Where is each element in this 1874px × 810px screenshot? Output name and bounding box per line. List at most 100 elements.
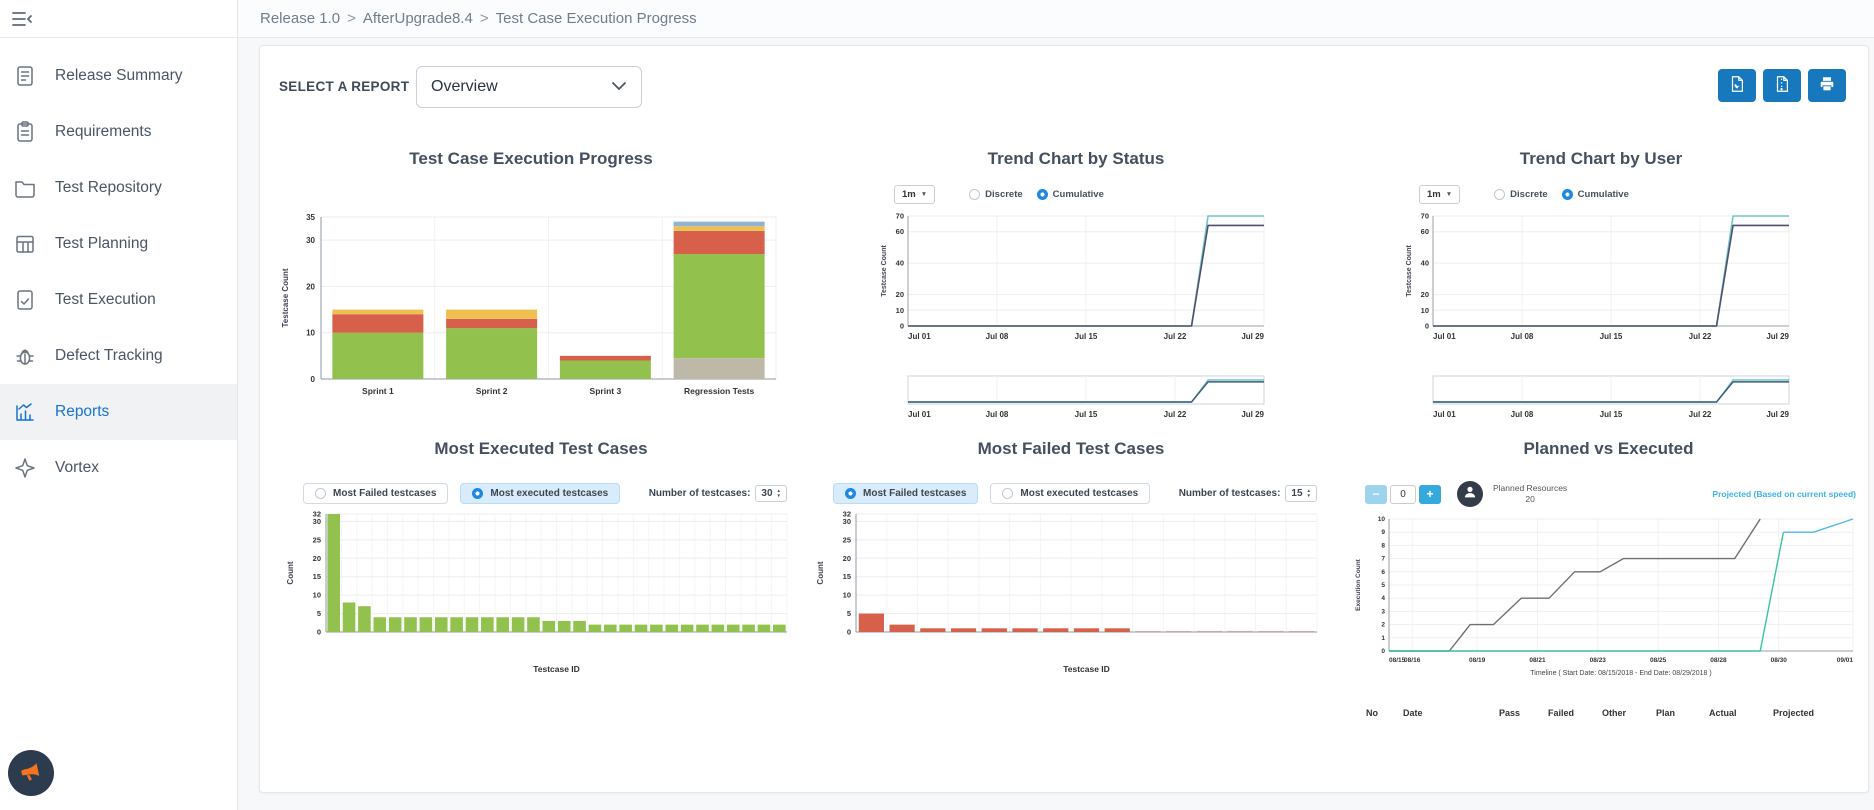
sidebar-item-test-repository[interactable]: Test Repository — [0, 160, 237, 216]
toggle-most-failed[interactable]: Most Failed testcases — [303, 483, 449, 504]
testcase-bar[interactable] — [557, 620, 571, 632]
sidebar-item-test-execution[interactable]: Test Execution — [0, 272, 237, 328]
testcase-bar[interactable] — [450, 617, 463, 632]
sidebar-collapse-icon[interactable] — [10, 8, 36, 30]
testcase-bar[interactable] — [981, 628, 1007, 632]
bar-segment-red[interactable] — [559, 355, 651, 361]
bar-segment-green[interactable] — [559, 360, 651, 379]
radio-icon — [315, 488, 326, 499]
stepper-plus-button[interactable]: + — [1419, 484, 1441, 504]
testcase-bar[interactable] — [726, 624, 740, 632]
export-zip-button[interactable] — [1763, 69, 1801, 102]
testcase-bar[interactable] — [511, 617, 525, 632]
bar-segment-gray[interactable] — [673, 358, 765, 379]
testcase-bar[interactable] — [1166, 630, 1192, 632]
chart-navigator[interactable]: Jul 01 Jul 08 Jul 15 Jul 22 Jul 29 — [1401, 371, 1801, 428]
report-dropdown[interactable]: Overview — [416, 66, 642, 108]
testcase-bar[interactable] — [588, 624, 602, 632]
testcase-bar[interactable] — [373, 617, 387, 632]
testcase-bar[interactable] — [388, 617, 402, 632]
testcase-bar[interactable] — [634, 624, 648, 632]
testcase-bar[interactable] — [603, 624, 617, 632]
testcase-bar[interactable] — [696, 624, 709, 632]
testcase-bar[interactable] — [419, 617, 433, 632]
toggle-most-executed[interactable]: Most executed testcases — [990, 483, 1151, 504]
toggle-most-executed[interactable]: Most executed testcases — [460, 483, 621, 504]
testcase-bar[interactable] — [773, 624, 786, 632]
sidebar-item-requirements[interactable]: Requirements — [0, 104, 237, 160]
testcase-bar[interactable] — [711, 624, 725, 632]
testcase-bar[interactable] — [1227, 630, 1253, 632]
testcase-bar[interactable] — [920, 628, 946, 632]
breadcrumb-item[interactable]: Release 1.0 — [260, 10, 341, 27]
bar-segment-yellow[interactable] — [446, 309, 538, 319]
testcase-count-spinner[interactable]: 30 ▲ ▼ — [755, 485, 787, 502]
testcase-bar[interactable] — [680, 624, 694, 632]
bar-segment-red[interactable] — [332, 314, 424, 333]
testcase-bar[interactable] — [1135, 630, 1161, 632]
sidebar-item-release-summary[interactable]: Release Summary — [0, 48, 237, 104]
testcase-bar[interactable] — [619, 624, 632, 632]
planned-vs-executed-controls: − 0 + Planned Resources 20 Projected (Ba… — [1351, 481, 1866, 507]
bar-segment-red[interactable] — [446, 318, 538, 329]
bar-segment-green[interactable] — [446, 328, 538, 379]
testcase-bar[interactable] — [1043, 628, 1069, 632]
sidebar-item-vortex[interactable]: Vortex — [0, 440, 237, 496]
svg-text:40: 40 — [1421, 259, 1429, 268]
chart-test-case-execution-progress: Test Case Execution Progress 0 10 20 30 35 Te… — [266, 143, 796, 423]
testcase-bar[interactable] — [757, 624, 771, 632]
testcase-bar[interactable] — [342, 602, 356, 633]
svg-text:0: 0 — [847, 628, 851, 637]
testcase-bar[interactable] — [742, 624, 755, 632]
testcase-bar[interactable] — [358, 606, 371, 632]
testcase-bar[interactable] — [1289, 630, 1315, 632]
testcase-bar[interactable] — [573, 620, 586, 632]
print-button[interactable] — [1808, 69, 1846, 102]
radio-discrete[interactable]: Discrete — [969, 189, 1023, 200]
radio-discrete[interactable]: Discrete — [1494, 189, 1548, 200]
svg-text:Testcase ID: Testcase ID — [1063, 664, 1110, 674]
testcase-bar[interactable] — [650, 624, 663, 632]
testcase-bar[interactable] — [1104, 628, 1130, 632]
bar-segment-green[interactable] — [673, 254, 765, 359]
testcase-bar[interactable] — [434, 617, 448, 632]
range-select[interactable]: 1m ▼ — [894, 185, 936, 204]
bar-segment-green[interactable] — [332, 332, 424, 379]
testcase-bar[interactable] — [481, 617, 494, 632]
testcase-bar[interactable] — [665, 624, 679, 632]
chart-navigator[interactable]: Jul 01 Jul 08 Jul 15 Jul 22 Jul 29 — [876, 371, 1276, 428]
testcase-bar[interactable] — [327, 514, 340, 632]
testcase-bar[interactable] — [527, 617, 540, 632]
testcase-count-spinner[interactable]: 15 ▲ ▼ — [1285, 485, 1317, 502]
testcase-bar[interactable] — [858, 613, 884, 632]
testcase-bar[interactable] — [542, 620, 556, 632]
stepper-minus-button[interactable]: − — [1365, 484, 1387, 504]
radio-icon — [1002, 488, 1014, 499]
testcase-bar[interactable] — [496, 617, 510, 632]
testcase-bar[interactable] — [1258, 630, 1284, 632]
sidebar-item-defect-tracking[interactable]: Defect Tracking — [0, 328, 237, 384]
testcase-bar[interactable] — [889, 624, 915, 632]
radio-cumulative[interactable]: Cumulative — [1561, 189, 1629, 200]
sidebar-item-reports[interactable]: Reports — [0, 384, 237, 440]
toggle-most-failed[interactable]: Most Failed testcases — [833, 483, 979, 504]
testcase-bar[interactable] — [404, 617, 417, 632]
testcase-bar[interactable] — [465, 617, 479, 632]
breadcrumb-separator: > — [479, 10, 489, 27]
radio-cumulative[interactable]: Cumulative — [1036, 189, 1104, 200]
bar-segment-blue[interactable] — [673, 221, 765, 227]
testcase-bar[interactable] — [950, 628, 977, 632]
bar-segment-yellow[interactable] — [673, 226, 765, 231]
testcase-bar[interactable] — [1073, 628, 1100, 632]
export-pdf-button[interactable] — [1718, 69, 1756, 102]
svg-text:20: 20 — [313, 554, 321, 563]
sidebar-item-test-planning[interactable]: Test Planning — [0, 216, 237, 272]
testcase-bar[interactable] — [1196, 630, 1223, 632]
range-select[interactable]: 1m ▼ — [1419, 185, 1461, 204]
sidebar-item-label: Test Repository — [55, 179, 162, 196]
bar-segment-yellow[interactable] — [332, 309, 424, 315]
bar-segment-red[interactable] — [673, 230, 765, 255]
testcase-bar[interactable] — [1012, 628, 1038, 632]
announcement-button[interactable] — [8, 750, 54, 796]
breadcrumb-item[interactable]: AfterUpgrade8.4 — [362, 10, 473, 27]
